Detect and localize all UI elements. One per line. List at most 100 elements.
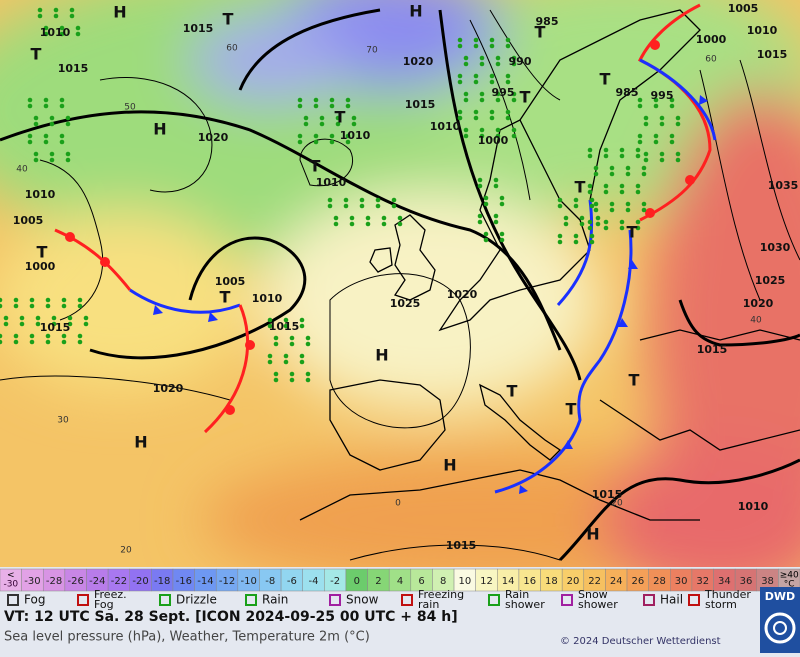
scale-label: 0 (354, 576, 360, 587)
rain-symbol (67, 315, 73, 321)
rain-symbol (83, 321, 89, 327)
rain-symbol (0, 303, 3, 309)
pressure-label: 990 (509, 55, 532, 68)
pressure-label: 1005 (215, 275, 246, 288)
pressure-label: 1025 (390, 297, 421, 310)
scale-label: -30 (24, 576, 40, 587)
rain-symbol (505, 73, 511, 79)
pressure-center: H (134, 433, 147, 452)
scale-label: 28 (653, 576, 666, 587)
color-scale: <-30 -30 -28 -26 -24 -22 -20 -18 -16 -14 -12 -10 -8-… (0, 568, 800, 592)
rain-symbol (283, 353, 289, 359)
rain-symbol (457, 43, 463, 49)
pressure-label: 1020 (403, 55, 434, 68)
rain-symbol (327, 197, 333, 203)
legend-label: Fog (24, 593, 45, 607)
pressure-center: H (586, 525, 599, 544)
legend-label: shower (505, 598, 545, 611)
rain-symbol (27, 133, 33, 139)
rain-symbol (45, 303, 51, 309)
rain-symbol (511, 133, 517, 139)
rain-symbol (659, 115, 665, 121)
pressure-label: 1010 (25, 188, 56, 201)
legend-label: Freez. (94, 588, 127, 601)
rain-symbol (499, 237, 505, 243)
rain-symbol (37, 13, 43, 19)
pressure-center: T (507, 382, 518, 401)
pressure-label: 995 (492, 86, 515, 99)
scale-label: < (7, 571, 15, 581)
valid-time: VT: 12 UTC Sa. 28 Sept. [ICON 2024-09-25… (4, 609, 458, 625)
coastlines (299, 9, 800, 521)
rain-symbol (635, 183, 641, 189)
rain-symbol (457, 73, 463, 79)
rain-symbol (375, 197, 381, 203)
rain-symbol (635, 153, 641, 159)
scale-label: 38 (761, 576, 774, 587)
rain-symbol (313, 103, 319, 109)
rain-symbol (267, 359, 273, 365)
pressure-label: 985 (536, 15, 559, 28)
rain-symbol (489, 79, 495, 85)
rain-symbol (505, 37, 511, 43)
rain-symbol (59, 31, 65, 37)
rain-symbol (473, 37, 479, 43)
rain-symbol (625, 201, 631, 207)
rain-symbol (573, 197, 579, 203)
pressure-label: 1015 (40, 321, 71, 334)
rain-symbol (619, 183, 625, 189)
rain-symbol (53, 13, 59, 19)
rain-symbol (65, 151, 71, 157)
rain-symbol (641, 207, 647, 213)
rain-symbol (381, 221, 387, 227)
rain-symbol (351, 115, 357, 121)
scale-label: ≥40 (780, 571, 799, 581)
rain-symbol (637, 97, 643, 103)
rain-symbol (59, 103, 65, 109)
rain-symbol (619, 189, 625, 195)
pressure-center: H (409, 2, 422, 21)
legend-label: Snow (578, 588, 608, 601)
rain-symbol (557, 203, 563, 209)
rain-symbol (343, 203, 349, 209)
legend-label: Hail (660, 593, 683, 607)
rain-symbol (49, 157, 55, 163)
rain-symbol (635, 189, 641, 195)
scale-label: 12 (480, 576, 493, 587)
rain-symbol (675, 157, 681, 163)
rain-symbol (495, 55, 501, 61)
scale-label: -2 (330, 576, 340, 587)
rain-symbol (43, 25, 49, 31)
pressure-label: 1015 (697, 343, 728, 356)
scale-label: 8 (440, 576, 446, 587)
rain-symbol (273, 377, 279, 383)
rain-symbol (19, 321, 25, 327)
legend-label: Fog (94, 598, 114, 611)
rain-symbol (625, 207, 631, 213)
rain-symbol (489, 43, 495, 49)
rain-symbol (75, 31, 81, 37)
rain-symbol (375, 203, 381, 209)
rain-symbol (329, 139, 335, 145)
rain-symbol (33, 121, 39, 127)
rain-symbol (659, 157, 665, 163)
rain-symbol (675, 115, 681, 121)
rain-symbol (61, 297, 67, 303)
rain-symbol (463, 127, 469, 133)
rain-symbol (603, 153, 609, 159)
rain-symbol (0, 333, 3, 339)
rain-symbol (511, 127, 517, 133)
copyright: © 2024 Deutscher Wetterdienst (560, 636, 721, 647)
rain-symbol (479, 97, 485, 103)
rain-symbol (479, 133, 485, 139)
rain-symbol (609, 201, 615, 207)
rain-symbol (563, 221, 569, 227)
rain-symbol (477, 219, 483, 225)
rain-symbol (473, 73, 479, 79)
pressure-center: T (600, 70, 611, 89)
rain-symbol (273, 341, 279, 347)
rain-symbol (13, 339, 19, 345)
scale-label: 6 (418, 576, 424, 587)
rain-symbol (669, 133, 675, 139)
rain-symbol (319, 115, 325, 121)
